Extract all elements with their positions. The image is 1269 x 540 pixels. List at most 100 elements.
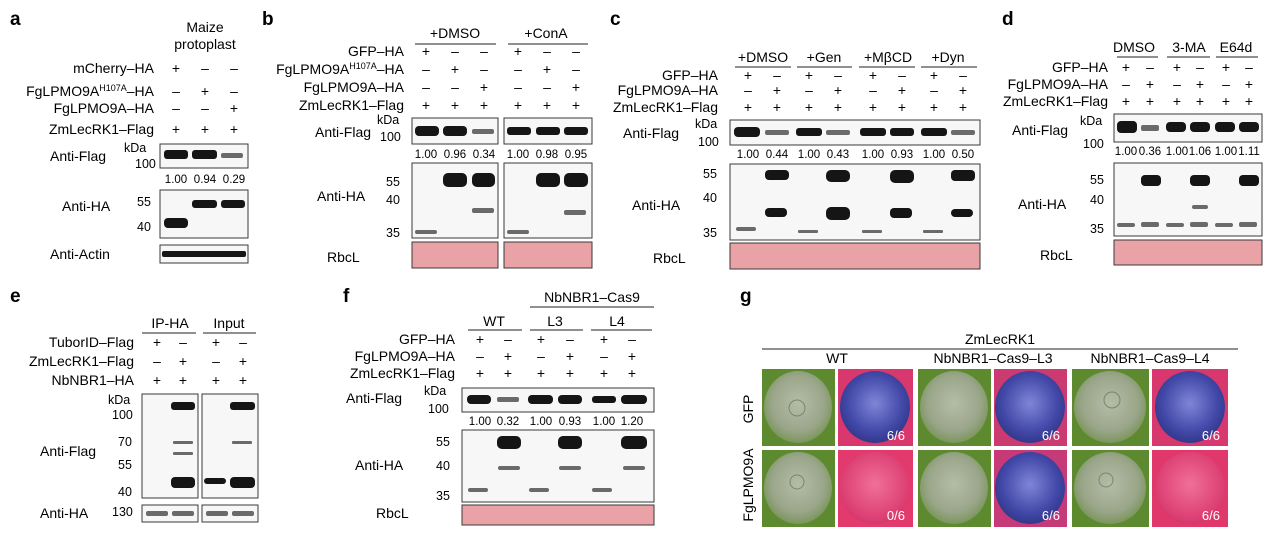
band: [232, 441, 252, 444]
quant-value: 0.36: [1139, 146, 1161, 158]
sign: –: [514, 61, 522, 77]
sign: +: [1173, 59, 1181, 75]
sign: +: [1245, 93, 1253, 109]
group-label: +Dyn: [931, 49, 964, 65]
sign: –: [543, 43, 551, 59]
sign: +: [600, 331, 608, 347]
band: [1239, 222, 1257, 227]
row-label: FgLPMO9A–HA: [54, 100, 155, 116]
score-label: 6/6: [887, 428, 905, 443]
band: [860, 128, 886, 136]
sign: –: [451, 43, 459, 59]
mw-marker: 70: [118, 435, 132, 449]
sign: –: [1222, 76, 1230, 92]
band: [171, 477, 195, 488]
row-label: FgLPMO9A–HA: [304, 79, 405, 95]
sign: –: [422, 79, 430, 95]
row-label: GFP–HA: [348, 43, 405, 59]
panel-f: f NbNBR1–Cas9 WT L3 L4 GFP–HA FgLPMO9A–H…: [343, 286, 655, 526]
row-label: FgLPMO9AH107A–HA: [26, 83, 155, 99]
sign: –: [1122, 76, 1130, 92]
band: [623, 466, 645, 470]
blot-label: RbcL: [1040, 247, 1073, 263]
sign: +: [1222, 93, 1230, 109]
band: [923, 230, 943, 233]
panel-d: d DMSO 3-MA E64d GFP–HA FgLPMO9A–HA ZmLe…: [1002, 9, 1263, 266]
band: [164, 150, 188, 159]
group-label: +MβCD: [864, 49, 912, 65]
band: [951, 170, 975, 181]
band: [1117, 121, 1137, 133]
sign: –: [773, 67, 781, 83]
row-label: FgLPMO9AH107A–HA: [276, 61, 405, 77]
band: [146, 511, 168, 516]
sign: +: [537, 331, 545, 347]
sign: –: [1146, 59, 1154, 75]
sign: +: [898, 82, 906, 98]
mw-marker: 55: [386, 175, 400, 189]
band: [798, 230, 818, 233]
quant-value: 0.94: [194, 174, 217, 186]
blot-ha: [159, 189, 249, 239]
mw-marker: 100: [698, 135, 719, 149]
row-label: GFP–HA: [1052, 59, 1109, 75]
sign: +: [1146, 76, 1154, 92]
quant-value: 1.00: [507, 149, 529, 161]
mw-marker: 40: [703, 191, 717, 205]
band: [558, 395, 582, 404]
quant-value: 0.96: [444, 149, 466, 161]
sign: +: [239, 372, 247, 388]
sign: +: [959, 99, 967, 115]
sign: –: [476, 348, 484, 364]
sign: +: [422, 97, 430, 113]
quant-value: 0.43: [827, 149, 849, 161]
sign: +: [212, 334, 220, 350]
kda-label: kDa: [124, 141, 146, 155]
kda-label: kDa: [1080, 114, 1102, 128]
blot-label: Anti-Flag: [346, 390, 402, 406]
band: [765, 208, 787, 217]
blot-rbcl: [411, 241, 499, 269]
group-label: +Gen: [807, 49, 842, 65]
band: [536, 173, 560, 187]
score-label: 0/6: [887, 508, 905, 523]
blot-ha: [1113, 162, 1263, 237]
band: [204, 478, 226, 484]
group-label: DMSO: [1113, 39, 1155, 55]
band: [1141, 222, 1159, 227]
band: [221, 153, 243, 158]
row-label: FgLPMO9A–HA: [1008, 76, 1109, 92]
band: [415, 126, 439, 136]
band: [173, 452, 193, 455]
kda-label: kDa: [377, 113, 399, 127]
panel-e: e IP-HA Input TuborID–Flag ZmLecRK1–Flag…: [10, 286, 259, 523]
sign: –: [600, 348, 608, 364]
mw-marker: 100: [1083, 137, 1104, 151]
band: [1190, 175, 1210, 186]
group-label: +ConA: [524, 25, 568, 41]
quant-value: 1.00: [165, 174, 187, 186]
quant-value: 1.00: [415, 149, 437, 161]
row-label: TuborID–Flag: [49, 334, 134, 350]
sign: +: [1196, 76, 1204, 92]
sign: –: [1196, 59, 1204, 75]
mw-marker: 35: [436, 489, 450, 503]
leaf-image-bright: [918, 450, 991, 527]
quant-value: 1.20: [621, 416, 643, 428]
mw-marker: 35: [703, 226, 717, 240]
title: ZmLecRK1: [965, 331, 1035, 347]
panel-letter: a: [10, 9, 21, 30]
sign: +: [572, 97, 580, 113]
band: [1141, 125, 1159, 131]
sign: +: [504, 348, 512, 364]
sign: +: [930, 67, 938, 83]
row-label: ZmLecRK1–Flag: [29, 353, 134, 369]
blot-label: Anti-Flag: [315, 124, 371, 140]
mw-marker: 100: [135, 157, 156, 171]
band: [862, 230, 882, 233]
band: [467, 395, 491, 404]
sign-row: + – + – + – – + – + – + + + + + + +: [1122, 59, 1253, 109]
sign: –: [201, 100, 209, 116]
sign: –: [422, 61, 430, 77]
